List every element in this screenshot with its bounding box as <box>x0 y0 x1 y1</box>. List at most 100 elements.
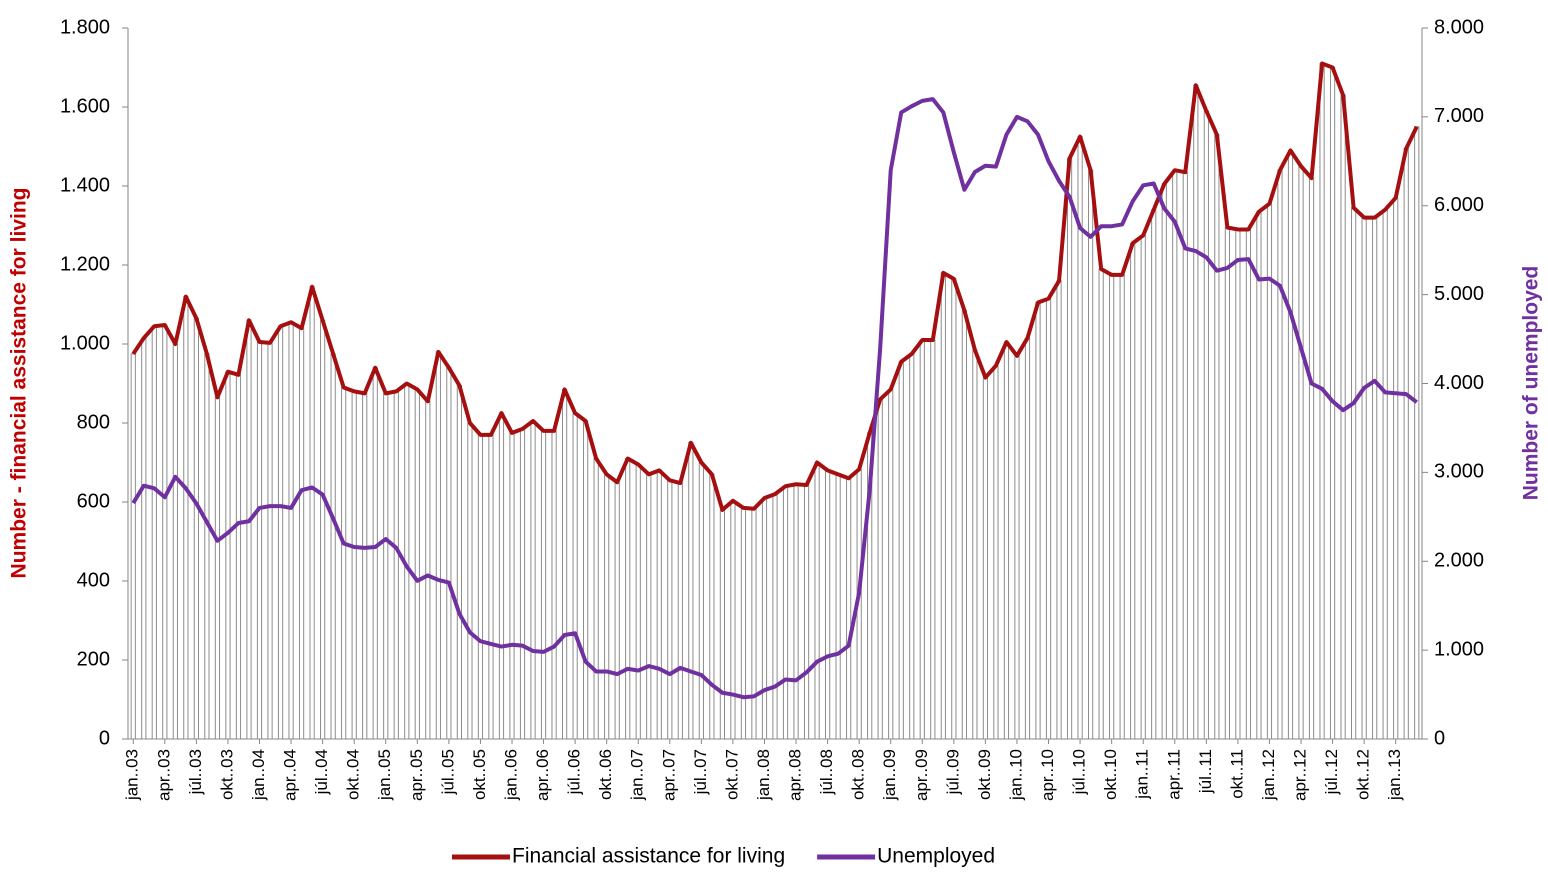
bar <box>277 325 284 740</box>
bar <box>919 339 925 740</box>
x-tick-label: jan..08 <box>754 749 773 801</box>
y-tick-label: 400 <box>77 569 110 591</box>
x-tick-label: okt..04 <box>344 749 363 800</box>
bar <box>677 482 683 740</box>
bar <box>635 463 641 740</box>
bar <box>1414 126 1420 740</box>
legend-label: Unemployed <box>877 845 995 868</box>
bar <box>993 365 999 740</box>
x-tick-label: jan..09 <box>880 749 899 801</box>
bar <box>477 434 484 740</box>
bar <box>288 321 294 740</box>
x-tick-label: jan..06 <box>501 749 520 801</box>
x-tick-label: apr..04 <box>281 749 300 801</box>
y-tick-label: 1.000 <box>60 332 110 354</box>
bar <box>141 337 147 740</box>
bar <box>172 343 178 740</box>
y2-tick-label: 7.000 <box>1434 105 1484 127</box>
bar <box>782 485 789 740</box>
x-tick-label: júl..06 <box>565 749 584 795</box>
bar <box>572 412 578 740</box>
bar <box>877 398 883 740</box>
x-tick-label: okt..10 <box>1101 749 1120 800</box>
x-tick-label: okt..07 <box>722 749 741 800</box>
bar <box>151 325 157 740</box>
bar <box>1256 211 1262 740</box>
bar <box>1340 94 1346 740</box>
bar <box>1098 268 1104 740</box>
bar <box>593 458 599 740</box>
x-tick-label: okt..03 <box>217 749 236 800</box>
bar <box>972 349 978 740</box>
bar <box>425 400 431 740</box>
bar <box>698 462 704 740</box>
bar <box>761 497 768 740</box>
x-tick-label: júl..05 <box>438 749 457 795</box>
bar <box>1266 203 1273 740</box>
bar <box>740 507 747 740</box>
bar <box>183 296 189 740</box>
bar <box>530 420 536 740</box>
bar <box>604 473 610 740</box>
bar <box>509 432 515 740</box>
bar <box>1024 337 1031 740</box>
y2-tick-label: 0 <box>1434 727 1445 749</box>
y-tick-label: 600 <box>77 490 110 512</box>
bar <box>1277 169 1283 740</box>
y-axis-title: Number - financial assistance for living <box>8 188 31 579</box>
line-series <box>131 97 1418 700</box>
bar <box>1245 228 1252 740</box>
bar <box>646 473 652 740</box>
bar <box>898 361 904 740</box>
bar <box>625 458 631 740</box>
bar <box>940 272 946 740</box>
bar <box>362 392 368 740</box>
bar <box>1109 274 1115 740</box>
x-tick-label: apr..03 <box>154 749 173 801</box>
bar <box>1182 171 1188 740</box>
bar <box>298 327 305 740</box>
bar <box>909 353 915 740</box>
y-tick-label: 0 <box>99 727 110 749</box>
bar <box>1014 355 1020 740</box>
bar <box>456 384 462 740</box>
bar <box>583 420 589 740</box>
bar <box>561 388 568 740</box>
bar <box>1045 298 1052 740</box>
x-tick-label: júl..12 <box>1322 749 1341 795</box>
bar <box>1088 169 1094 740</box>
bar <box>1066 157 1073 740</box>
bar <box>1035 302 1041 740</box>
y-tick-label: 1.800 <box>60 16 110 38</box>
bar <box>1298 165 1304 740</box>
x-tick-label: okt..09 <box>975 749 994 800</box>
bar <box>267 342 273 740</box>
x-tick-label: apr..11 <box>1164 749 1183 800</box>
bar <box>309 286 315 740</box>
y2-tick-label: 6.000 <box>1434 194 1484 216</box>
x-tick-label: jan..03 <box>123 749 142 801</box>
bar <box>1351 207 1357 740</box>
bar <box>330 353 336 740</box>
bar <box>320 319 326 740</box>
x-tick-label: júl..09 <box>943 749 962 795</box>
y2-tick-label: 8.000 <box>1434 16 1484 38</box>
bar <box>835 473 841 740</box>
bar <box>519 428 526 740</box>
bar <box>1161 183 1167 740</box>
y2-tick-label: 4.000 <box>1434 372 1484 394</box>
bar <box>351 390 357 740</box>
bar <box>1361 217 1367 740</box>
line-series <box>131 61 1419 512</box>
bar <box>1119 274 1125 740</box>
bar <box>667 479 673 740</box>
bar <box>1214 134 1220 740</box>
bar <box>162 324 168 740</box>
x-tick-label: júl..04 <box>312 749 331 795</box>
bar <box>930 339 936 740</box>
bar <box>730 500 736 740</box>
bar <box>751 508 757 740</box>
y2-axis-title: Number of unemployed <box>1520 266 1543 501</box>
bar <box>614 481 620 740</box>
